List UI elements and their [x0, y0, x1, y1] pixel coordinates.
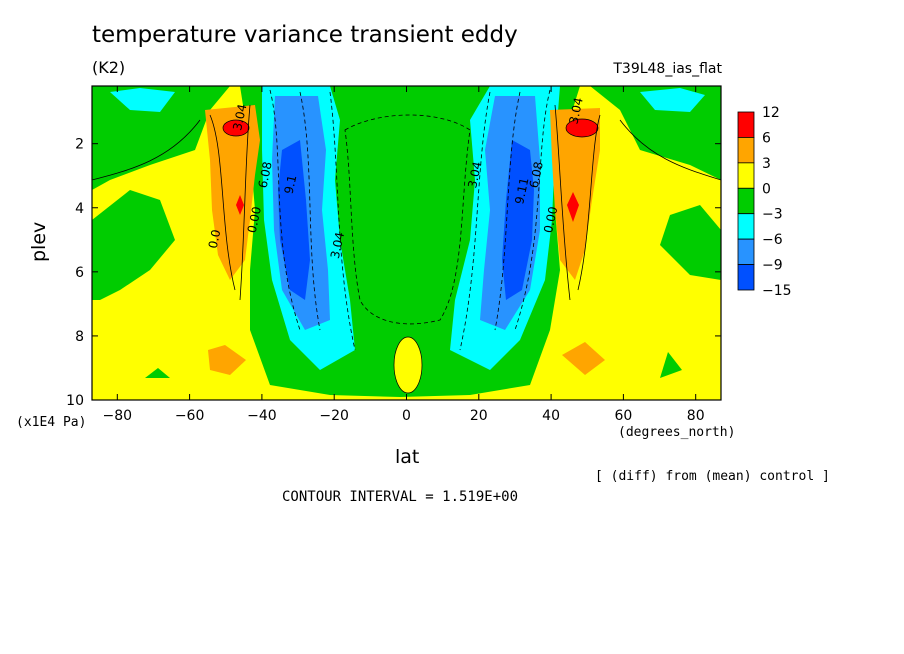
- fill-blue-right: [502, 140, 534, 300]
- x-axis-units: (degrees_north): [618, 425, 736, 440]
- contour-label: 6.08: [256, 160, 275, 189]
- colorbar-level-label: 6: [762, 130, 771, 146]
- colorbar-level-label: −6: [762, 232, 783, 248]
- chart-title: temperature variance transient eddy: [92, 22, 518, 48]
- x-tick-label: 60: [614, 408, 632, 424]
- contour-label: 9.1: [282, 174, 300, 196]
- contour-line-neg-right-3: [459, 91, 491, 351]
- y-axis-units: (x1E4 Pa): [16, 415, 87, 430]
- contour-fill-layers: [92, 86, 721, 400]
- fill-green-se: [660, 352, 682, 378]
- contour-line-neg-center: [344, 114, 471, 325]
- colorbar-swatch: [737, 213, 755, 240]
- contour-line-zero-nw: [92, 119, 201, 181]
- colorbar-level-label: 0: [762, 181, 771, 197]
- contour-line-neg-right-1: [514, 89, 551, 331]
- x-tick-label: 20: [470, 408, 488, 424]
- contour-label: 0.00: [541, 205, 560, 234]
- y-tick-label: 10: [66, 393, 84, 409]
- diff-note: [ (diff) from (mean) control ]: [595, 469, 830, 484]
- x-tick-label: 80: [687, 408, 705, 424]
- x-tick-label: 40: [542, 408, 560, 424]
- colorbar-swatch: [737, 111, 755, 138]
- contour-labels: 3.040.00.006.08 9.13.043.049.116.080.003.…: [206, 96, 586, 260]
- x-tick-label: 0: [402, 408, 411, 424]
- fill-red-left-small: [236, 195, 244, 215]
- x-tick-label: −60: [175, 408, 205, 424]
- colorbar-swatch: [737, 137, 755, 164]
- fill-cyan-nw: [110, 88, 175, 112]
- x-axis-ticks: −80 −60 −40 −20 0 20 40 60 80: [103, 86, 705, 424]
- fill-cyan-ne: [640, 88, 705, 112]
- fill-green-nw: [92, 86, 230, 190]
- colorbar: 12 6 3 0 −3 −6 −9 −15: [737, 105, 792, 299]
- colorbar-swatch: [737, 187, 755, 215]
- contour-label: 3.04: [230, 103, 249, 132]
- contour-interval: CONTOUR INTERVAL = 1.519E+00: [282, 489, 519, 505]
- contour-label: 0.00: [245, 205, 264, 234]
- contour-label: 0.0: [206, 228, 224, 250]
- contour-line-neg-right-2: [494, 91, 521, 331]
- fill-green-e: [660, 205, 721, 280]
- colorbar-level-label: 12: [762, 105, 780, 121]
- contour-line-pos-right-1: [577, 114, 601, 291]
- colorbar-swatch: [737, 238, 755, 265]
- y-axis-ticks: 2 4 6 8 10: [66, 137, 721, 409]
- contour-line-pos-left-2: [239, 104, 251, 301]
- y-tick-label: 2: [75, 137, 84, 153]
- x-axis-label: lat: [395, 446, 420, 468]
- fill-red-right: [565, 118, 599, 138]
- colorbar-level-label: −15: [762, 283, 792, 299]
- x-tick-label: −40: [247, 408, 277, 424]
- y-tick-label: 6: [75, 265, 84, 281]
- contour-lines: [92, 89, 721, 351]
- fill-red-left: [222, 119, 250, 137]
- fill-orange-right: [550, 108, 600, 280]
- fill-red-right-small: [567, 192, 579, 222]
- fill-green-w: [92, 190, 175, 300]
- fill-orange-se: [562, 342, 605, 375]
- contour-label: 3.04: [566, 96, 585, 125]
- fill-orange-sw: [208, 345, 246, 375]
- contour-label: 3.04: [328, 231, 347, 260]
- colorbar-level-label: 3: [762, 156, 771, 172]
- contour-label: 6.08: [527, 160, 546, 189]
- colorbar-level-label: −9: [762, 258, 783, 274]
- y-tick-label: 4: [75, 201, 84, 217]
- fill-orange-left: [205, 105, 260, 280]
- x-tick-label: −80: [103, 408, 133, 424]
- contour-line-neg-left-2: [299, 91, 321, 331]
- run-id: T39L48_ias_flat: [613, 61, 722, 77]
- colorbar-level-label: −3: [762, 207, 783, 223]
- contour-label: 3.04: [465, 160, 484, 189]
- fill-green-sw: [145, 368, 170, 378]
- contour-label: 9.11: [512, 176, 531, 205]
- contour-line-pos-right-2: [554, 104, 571, 301]
- contour-line-pos-left-1: [209, 114, 236, 291]
- contour-line-zero-ne: [619, 119, 721, 181]
- contour-line-neg-left-1: [269, 89, 301, 331]
- fill-yellow-equator: [393, 336, 423, 394]
- colorbar-swatch: [737, 264, 755, 291]
- chart-units: (K2): [92, 58, 126, 77]
- colorbar-swatch: [737, 162, 755, 189]
- x-tick-label: −20: [319, 408, 349, 424]
- y-tick-label: 8: [75, 329, 84, 345]
- fill-blue-left: [278, 140, 310, 300]
- contour-line-neg-left-3: [329, 91, 356, 351]
